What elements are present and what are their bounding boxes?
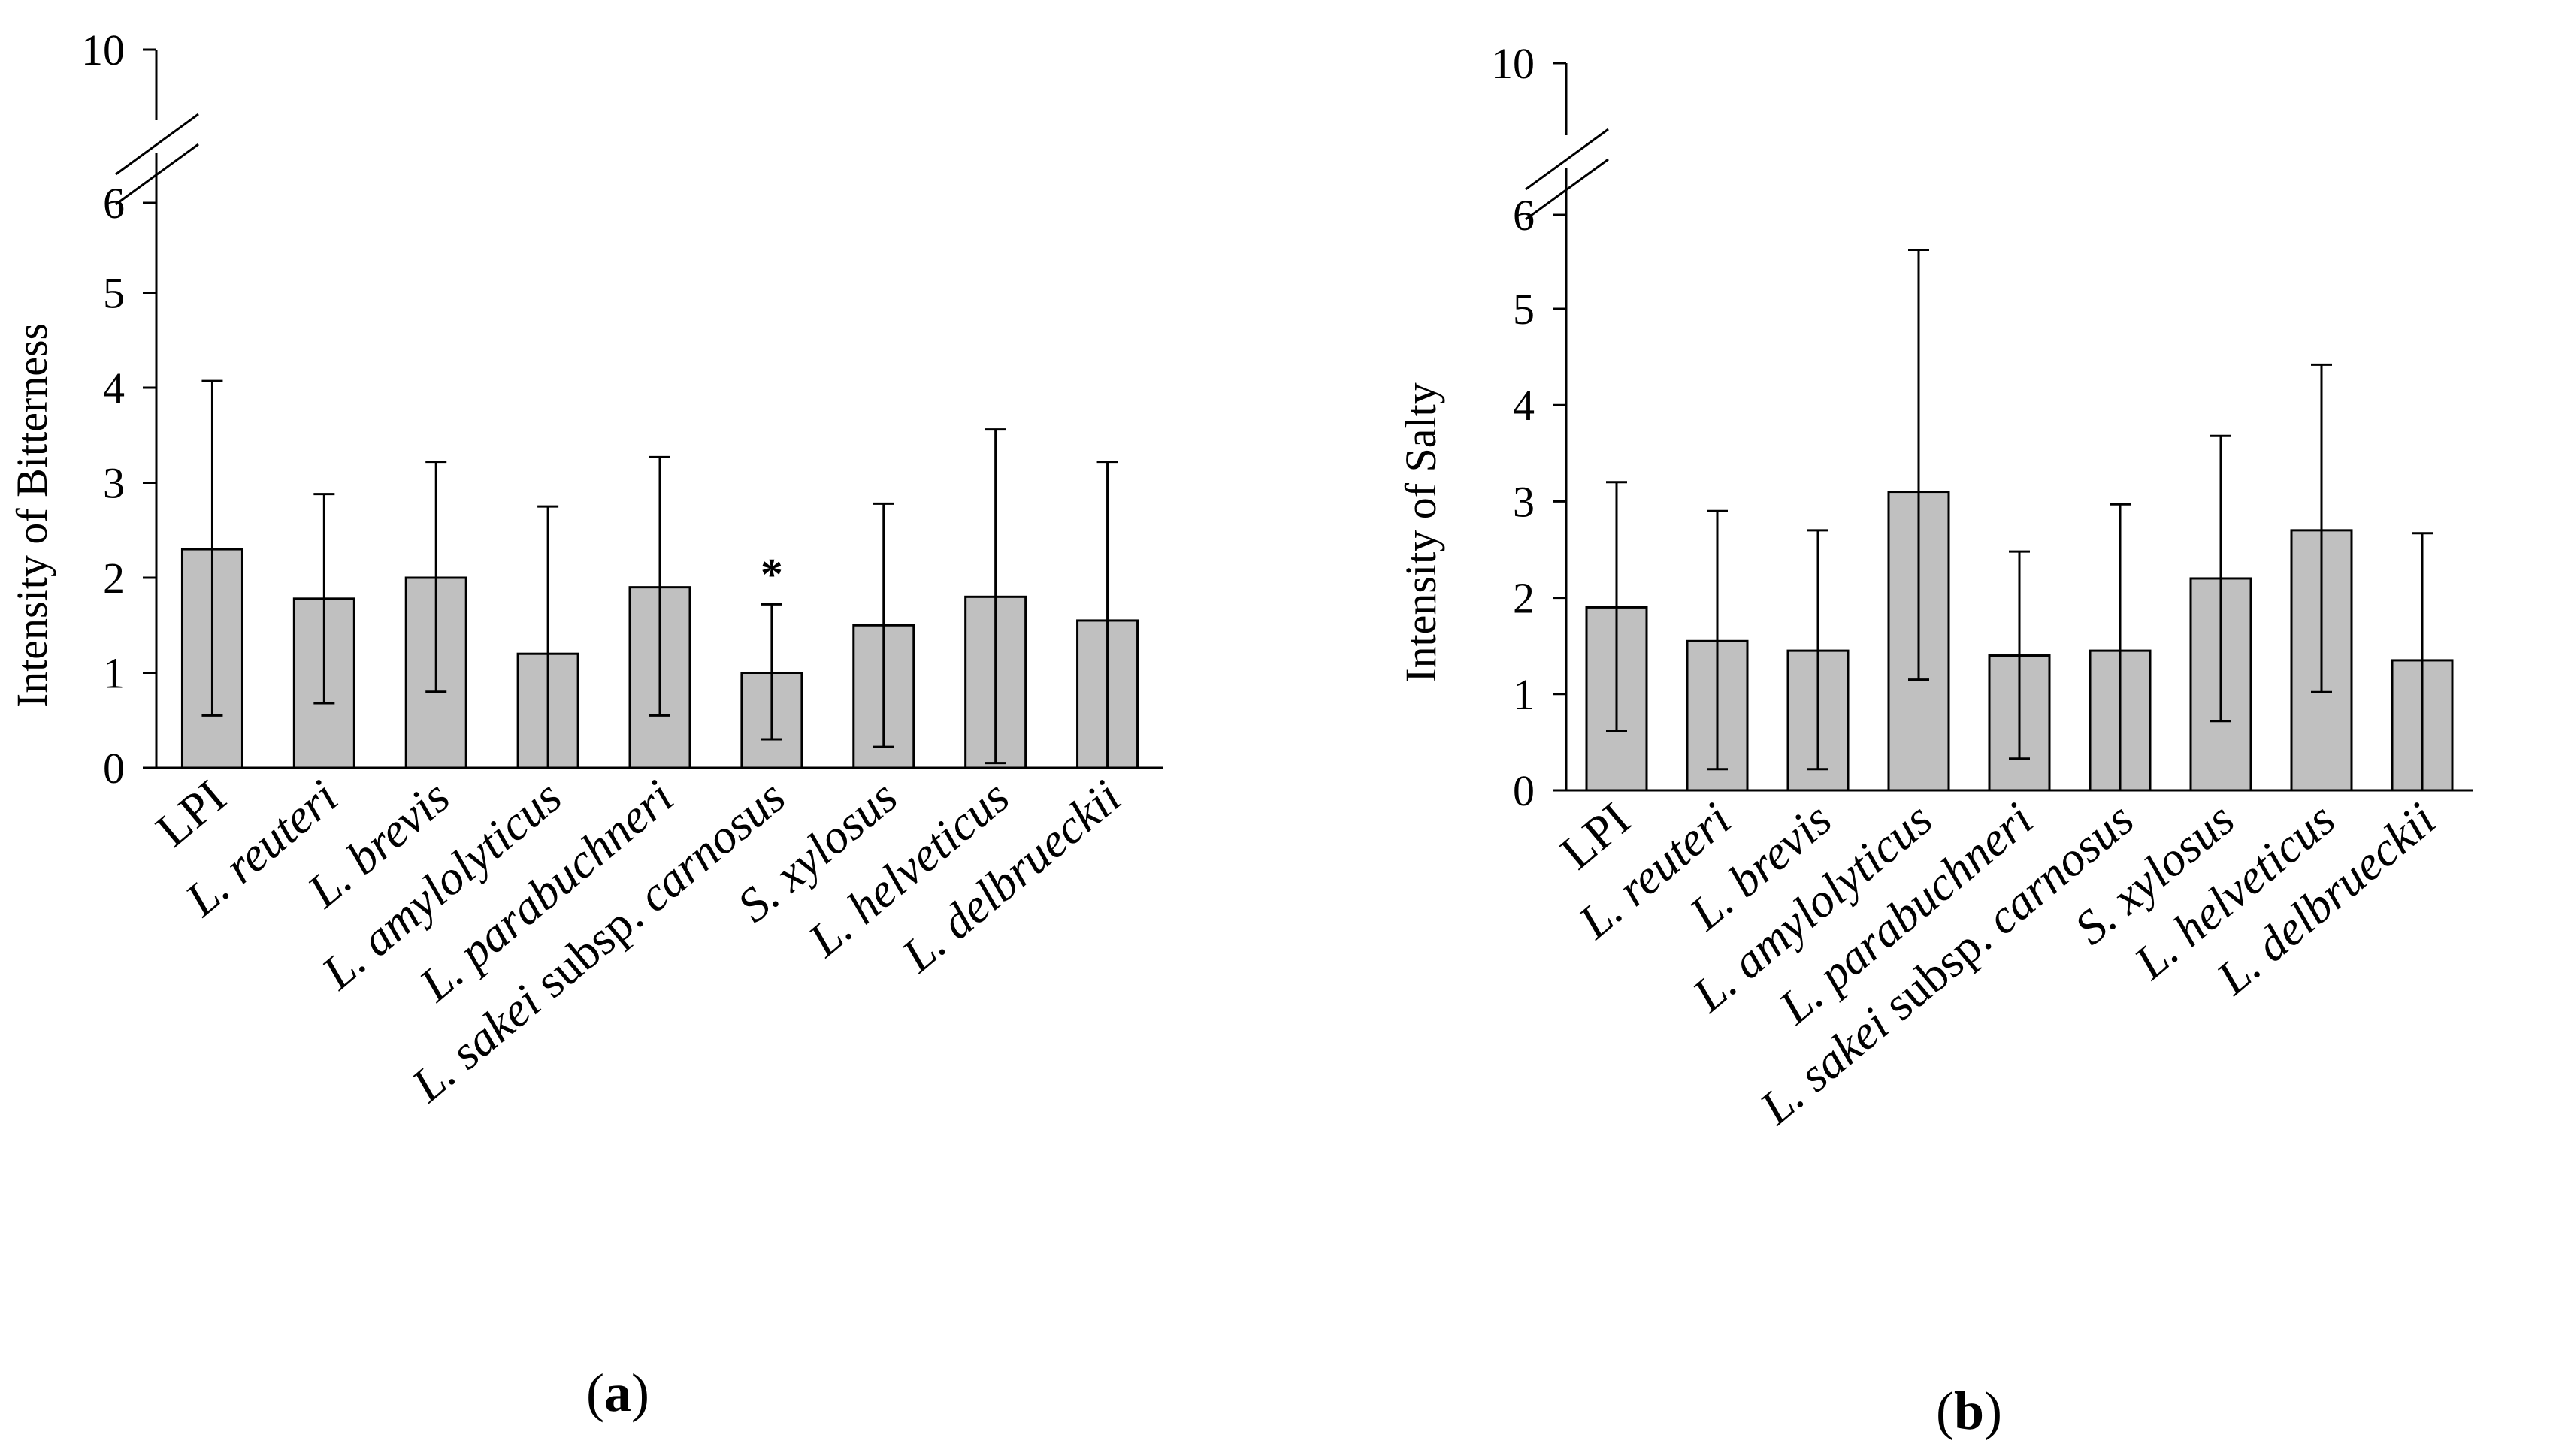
y-tick-label: 4 — [1513, 381, 1535, 430]
panel-label: (b) — [1936, 1381, 2002, 1441]
panel-label-close: ) — [631, 1363, 649, 1423]
y-tick-label: 0 — [1513, 766, 1535, 815]
y-tick-label: 2 — [1513, 574, 1535, 623]
significance-marker: * — [761, 549, 783, 599]
y-axis-label: Intensity of Salty — [1396, 382, 1445, 683]
axis-break-mark — [115, 113, 199, 176]
axis-break-mark — [115, 143, 199, 206]
y-tick-label: 5 — [1513, 285, 1535, 334]
x-tick-label: LPI — [146, 769, 235, 856]
y-tick-label: 1 — [1513, 670, 1535, 719]
y-tick-label: 4 — [103, 364, 125, 412]
y-tick-label: 5 — [103, 269, 125, 318]
panel-label-letter: b — [1954, 1381, 1984, 1441]
y-tick-label: 10 — [81, 26, 125, 74]
y-tick-label: 10 — [1491, 39, 1535, 88]
y-tick-label: 6 — [103, 179, 125, 228]
y-tick-label: 6 — [1513, 191, 1535, 240]
y-tick-label: 2 — [103, 554, 125, 603]
axis-break-mark — [1525, 158, 1609, 221]
x-tick-label-normal: LPI — [146, 769, 235, 856]
x-tick-label-italic: L. sakei — [1750, 997, 1899, 1134]
x-tick-label-italic: L. sakei — [401, 974, 550, 1112]
y-tick-label: 1 — [103, 649, 125, 698]
axis-break-mark — [1525, 128, 1609, 191]
panel-label-close: ) — [1984, 1381, 2002, 1441]
panel-label: (a) — [586, 1363, 649, 1423]
panel-label-letter: a — [604, 1363, 631, 1423]
panel-label-open: ( — [1936, 1381, 1954, 1441]
y-tick-label: 3 — [103, 459, 125, 508]
y-tick-label: 3 — [1513, 477, 1535, 526]
y-tick-label: 0 — [103, 744, 125, 793]
y-axis-label: Intensity of Bitterness — [8, 323, 56, 708]
panel-label-open: ( — [586, 1363, 604, 1423]
